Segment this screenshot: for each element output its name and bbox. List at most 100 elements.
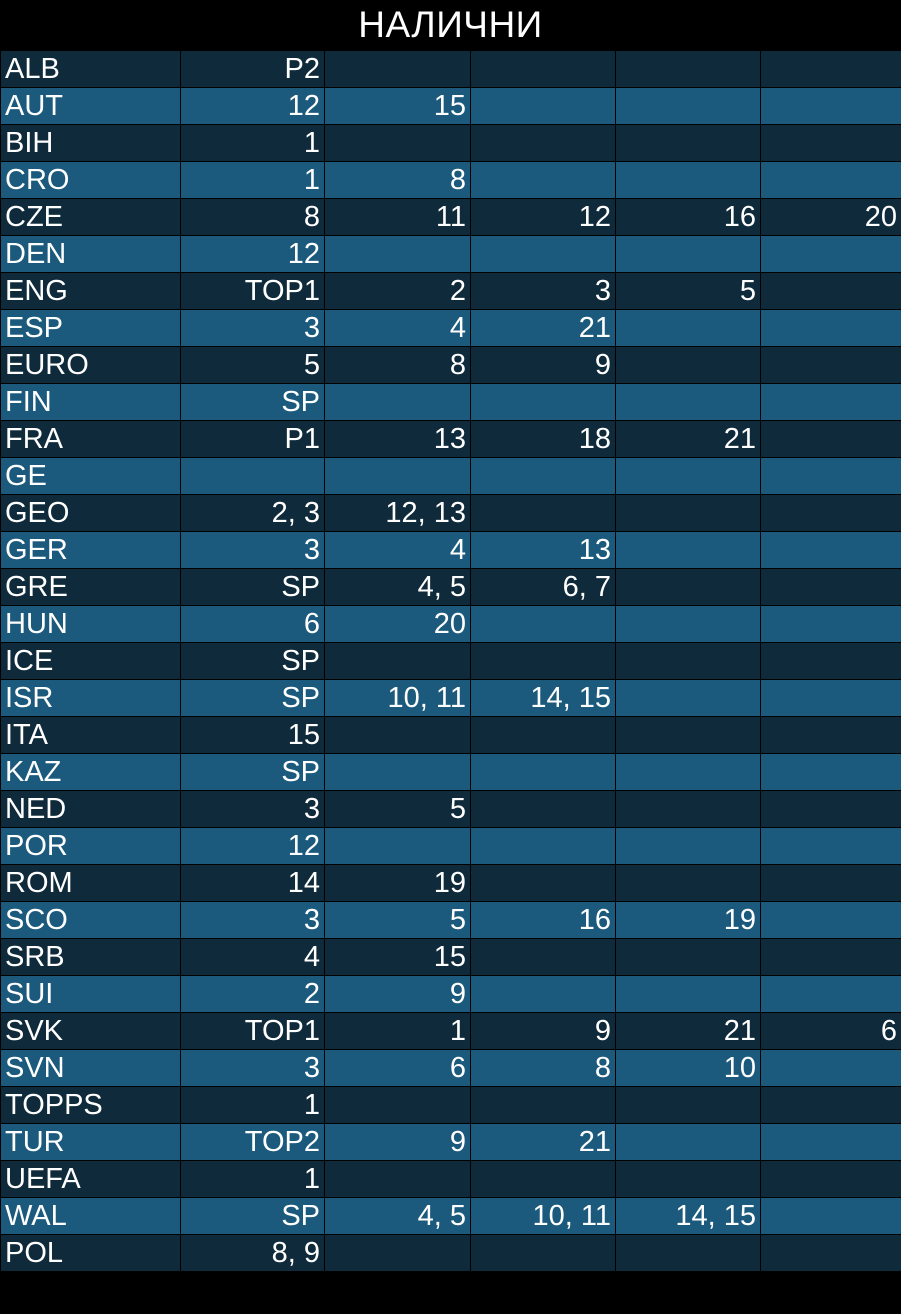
value-cell — [324, 235, 471, 273]
value-cell — [615, 235, 761, 273]
table-row: KAZ SP — [0, 753, 901, 791]
value-cell: 6, 7 — [470, 568, 616, 606]
value-cell — [615, 309, 761, 347]
value-cell — [615, 864, 761, 902]
value-cell — [615, 938, 761, 976]
country-code-cell: TUR — [0, 1123, 181, 1161]
value-cell — [470, 975, 616, 1013]
availability-table: ALB P2 AUT 12 15 BIH 1 CRO 1 8 CZE 8 11 12 16 20 DEN 12 EN… — [0, 50, 901, 1272]
value-cell: 14, 15 — [615, 1197, 761, 1235]
value-cell — [760, 1086, 901, 1124]
table-row: GEO 2, 3 12, 13 — [0, 494, 901, 532]
country-code-cell: CZE — [0, 198, 181, 236]
value-cell — [470, 605, 616, 643]
country-code-cell: ROM — [0, 864, 181, 902]
country-code-cell: POL — [0, 1234, 181, 1272]
value-cell: 10, 11 — [324, 679, 471, 717]
value-cell — [615, 827, 761, 865]
value-cell — [760, 1049, 901, 1087]
value-cell — [615, 87, 761, 125]
value-cell: 12 — [180, 827, 325, 865]
value-cell: 9 — [470, 346, 616, 384]
value-cell — [760, 938, 901, 976]
table-row: FRA P1 13 18 21 — [0, 420, 901, 458]
value-cell — [324, 753, 471, 791]
table-row: GER 3 4 13 — [0, 531, 901, 569]
country-code-cell: DEN — [0, 235, 181, 273]
value-cell — [615, 383, 761, 421]
value-cell — [760, 827, 901, 865]
value-cell: 5 — [615, 272, 761, 310]
country-code-cell: HUN — [0, 605, 181, 643]
value-cell: 3 — [180, 531, 325, 569]
table-row: TOPPS 1 — [0, 1086, 901, 1124]
value-cell — [470, 494, 616, 532]
country-code-cell: TOPPS — [0, 1086, 181, 1124]
country-code-cell: WAL — [0, 1197, 181, 1235]
value-cell — [760, 605, 901, 643]
value-cell — [470, 1160, 616, 1198]
table-row: DEN 12 — [0, 235, 901, 273]
value-cell: 2 — [180, 975, 325, 1013]
value-cell: 13 — [470, 531, 616, 569]
value-cell — [324, 1160, 471, 1198]
value-cell: 5 — [324, 901, 471, 939]
value-cell — [615, 1234, 761, 1272]
value-cell — [470, 1086, 616, 1124]
value-cell: 4 — [324, 531, 471, 569]
country-code-cell: SVN — [0, 1049, 181, 1087]
value-cell — [470, 124, 616, 162]
value-cell — [760, 753, 901, 791]
value-cell: 21 — [470, 1123, 616, 1161]
country-code-cell: SRB — [0, 938, 181, 976]
country-code-cell: FIN — [0, 383, 181, 421]
value-cell: 1 — [180, 1086, 325, 1124]
table-row: POR 12 — [0, 827, 901, 865]
value-cell: 15 — [180, 716, 325, 754]
table-row: ENG TOP1 2 3 5 — [0, 272, 901, 310]
value-cell: 16 — [470, 901, 616, 939]
value-cell — [760, 383, 901, 421]
value-cell: 13 — [324, 420, 471, 458]
country-code-cell: SCO — [0, 901, 181, 939]
value-cell — [760, 87, 901, 125]
value-cell — [615, 124, 761, 162]
value-cell — [470, 1234, 616, 1272]
value-cell: 8 — [180, 198, 325, 236]
table-row: ESP 3 4 21 — [0, 309, 901, 347]
value-cell: 19 — [615, 901, 761, 939]
value-cell — [324, 124, 471, 162]
table-row: SRB 4 15 — [0, 938, 901, 976]
value-cell: 12 — [180, 87, 325, 125]
value-cell — [760, 1234, 901, 1272]
country-code-cell: ISR — [0, 679, 181, 717]
value-cell: 1 — [324, 1012, 471, 1050]
value-cell — [470, 790, 616, 828]
value-cell: 20 — [760, 198, 901, 236]
value-cell — [760, 679, 901, 717]
country-code-cell: SVK — [0, 1012, 181, 1050]
value-cell: 6 — [180, 605, 325, 643]
value-cell: TOP2 — [180, 1123, 325, 1161]
value-cell — [760, 568, 901, 606]
value-cell: 6 — [760, 1012, 901, 1050]
country-code-cell: GRE — [0, 568, 181, 606]
value-cell: 1 — [180, 1160, 325, 1198]
value-cell: 2 — [324, 272, 471, 310]
value-cell — [324, 642, 471, 680]
value-cell — [615, 494, 761, 532]
value-cell — [615, 161, 761, 199]
value-cell: 1 — [180, 161, 325, 199]
value-cell: 20 — [324, 605, 471, 643]
table-row: ICE SP — [0, 642, 901, 680]
value-cell: 14 — [180, 864, 325, 902]
value-cell — [615, 716, 761, 754]
value-cell — [760, 420, 901, 458]
value-cell: P2 — [180, 50, 325, 88]
value-cell — [760, 346, 901, 384]
table-row: CZE 8 11 12 16 20 — [0, 198, 901, 236]
value-cell: 10, 11 — [470, 1197, 616, 1235]
value-cell — [470, 457, 616, 495]
value-cell — [615, 753, 761, 791]
value-cell — [470, 753, 616, 791]
